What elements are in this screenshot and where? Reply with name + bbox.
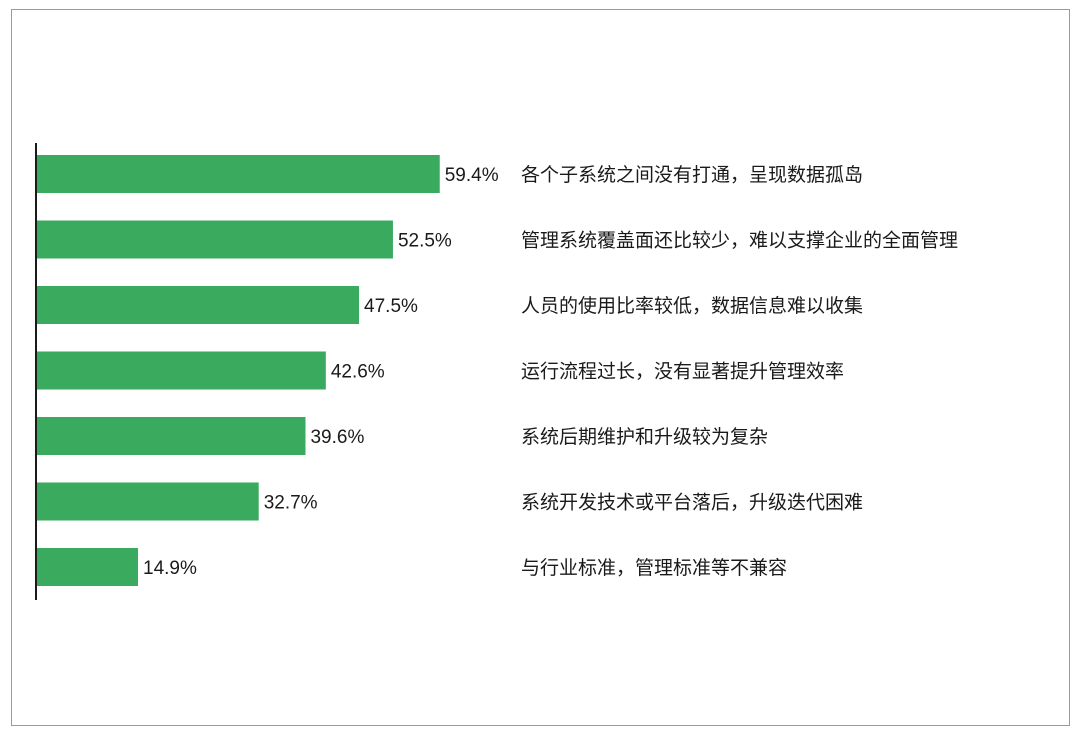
value-label: 32.7% (264, 493, 318, 514)
category-label: 各个子系统之间没有打通，呈现数据孤岛 (521, 164, 863, 186)
bar (37, 220, 393, 259)
value-label: 39.6% (310, 427, 364, 448)
category-label: 人员的使用比率较低，数据信息难以收集 (521, 295, 863, 317)
category-label: 系统开发技术或平台落后，升级迭代困难 (521, 492, 863, 514)
bar (37, 482, 259, 521)
category-label: 管理系统覆盖面还比较少，难以支撑企业的全面管理 (521, 230, 958, 252)
category-label: 系统后期维护和升级较为复杂 (521, 426, 768, 448)
bar (37, 155, 440, 193)
bar (37, 417, 306, 455)
category-label: 运行流程过长，没有显著提升管理效率 (521, 361, 844, 383)
bar (37, 351, 326, 390)
value-label: 14.9% (143, 558, 197, 579)
bar (37, 286, 360, 324)
value-label: 47.5% (364, 296, 418, 317)
value-label: 42.6% (331, 362, 385, 383)
value-label: 59.4% (445, 165, 499, 186)
value-label: 52.5% (398, 231, 452, 252)
category-label: 与行业标准，管理标准等不兼容 (521, 557, 787, 579)
bar (37, 548, 139, 586)
